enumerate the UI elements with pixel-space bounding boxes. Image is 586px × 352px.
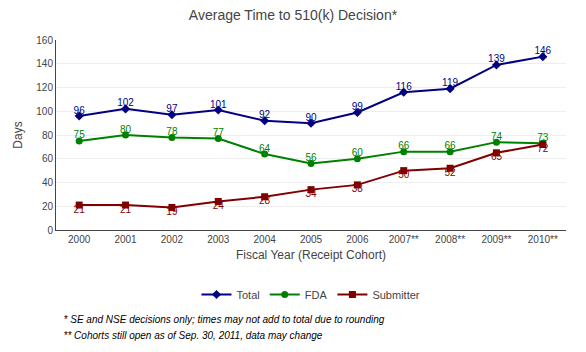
svg-text:140: 140 xyxy=(36,58,53,69)
svg-text:56: 56 xyxy=(305,152,317,163)
svg-text:2001: 2001 xyxy=(114,234,137,245)
svg-text:2010**: 2010** xyxy=(528,234,558,245)
svg-text:100: 100 xyxy=(36,106,53,117)
svg-text:66: 66 xyxy=(398,140,410,151)
svg-text:19: 19 xyxy=(166,206,178,217)
svg-text:72: 72 xyxy=(537,143,549,154)
svg-text:99: 99 xyxy=(352,101,364,112)
svg-text:96: 96 xyxy=(74,105,86,116)
svg-text:60: 60 xyxy=(352,147,364,158)
svg-text:2004: 2004 xyxy=(254,234,277,245)
svg-text:38: 38 xyxy=(352,183,364,194)
svg-text:64: 64 xyxy=(259,143,271,154)
svg-text:73: 73 xyxy=(537,132,549,143)
svg-text:65: 65 xyxy=(491,151,503,162)
svg-text:66: 66 xyxy=(445,140,457,151)
svg-text:77: 77 xyxy=(213,127,225,138)
svg-text:78: 78 xyxy=(166,126,178,137)
svg-text:52: 52 xyxy=(445,167,457,178)
svg-text:Average Time to 510(k) Decisio: Average Time to 510(k) Decision* xyxy=(189,7,398,23)
svg-text:116: 116 xyxy=(396,81,412,92)
svg-text:60: 60 xyxy=(42,153,54,164)
svg-text:40: 40 xyxy=(42,177,54,188)
svg-text:21: 21 xyxy=(120,204,132,215)
svg-text:2007**: 2007** xyxy=(389,234,419,245)
svg-text:* SE and NSE decisions only; t: * SE and NSE decisions only; times may n… xyxy=(58,314,385,325)
svg-text:74: 74 xyxy=(491,131,503,142)
svg-text:Total: Total xyxy=(237,289,260,301)
svg-text:Fiscal Year (Receipt Cohort): Fiscal Year (Receipt Cohort) xyxy=(236,248,386,262)
svg-text:2008**: 2008** xyxy=(435,234,465,245)
svg-text:75: 75 xyxy=(74,129,86,140)
svg-text:0: 0 xyxy=(47,225,53,236)
svg-text:21: 21 xyxy=(74,204,86,215)
svg-text:119: 119 xyxy=(442,77,458,88)
svg-text:90: 90 xyxy=(305,112,317,123)
svg-text:160: 160 xyxy=(36,35,53,46)
svg-text:80: 80 xyxy=(42,130,54,141)
svg-text:Submitter: Submitter xyxy=(372,289,419,301)
svg-text:146: 146 xyxy=(534,45,551,56)
svg-text:50: 50 xyxy=(398,169,410,180)
svg-text:24: 24 xyxy=(213,200,225,211)
svg-text:120: 120 xyxy=(36,82,53,93)
svg-text:97: 97 xyxy=(166,103,178,114)
svg-text:20: 20 xyxy=(42,201,54,212)
svg-text:2002: 2002 xyxy=(161,234,184,245)
svg-text:34: 34 xyxy=(305,188,317,199)
svg-text:80: 80 xyxy=(120,124,132,135)
svg-text:FDA: FDA xyxy=(305,289,328,301)
svg-text:2006: 2006 xyxy=(346,234,369,245)
svg-text:102: 102 xyxy=(117,97,134,108)
svg-text:2005: 2005 xyxy=(300,234,323,245)
svg-text:139: 139 xyxy=(488,53,505,64)
svg-text:101: 101 xyxy=(210,99,227,110)
svg-text:2009**: 2009** xyxy=(481,234,511,245)
svg-text:** Cohorts still open as of Se: ** Cohorts still open as of Sep. 30, 201… xyxy=(58,330,323,341)
svg-text:92: 92 xyxy=(259,109,271,120)
svg-text:2003: 2003 xyxy=(207,234,230,245)
svg-text:28: 28 xyxy=(259,195,271,206)
svg-text:Days: Days xyxy=(11,121,25,148)
svg-text:2000: 2000 xyxy=(68,234,91,245)
